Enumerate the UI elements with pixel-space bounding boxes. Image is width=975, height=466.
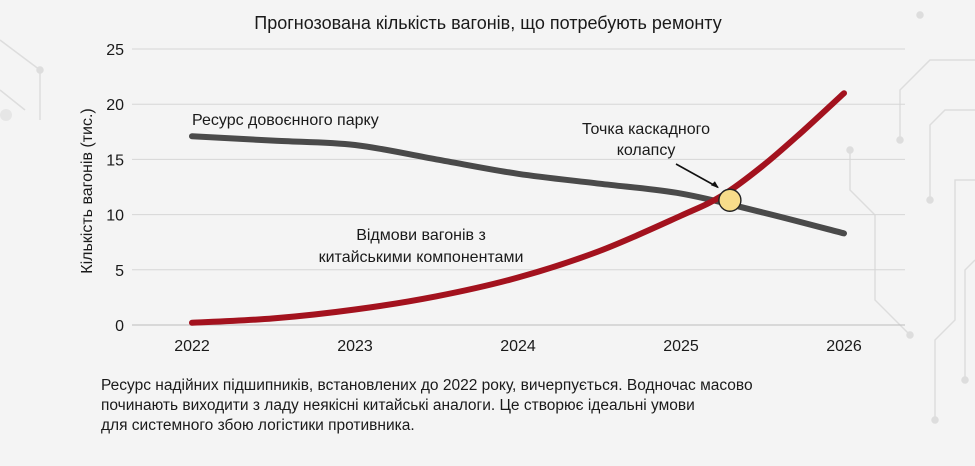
y-axis-ticks: 0 5 10 15 20 25	[106, 42, 124, 335]
annotation-group: Точка каскадного колапсу	[582, 121, 742, 212]
y-axis-label: Кількість вагонів (тис.)	[79, 108, 96, 274]
x-tick-label: 2023	[337, 338, 373, 355]
circuit-decoration	[0, 11, 975, 424]
chart-title: Прогнозована кількість вагонів, що потре…	[254, 13, 721, 33]
caption: Ресурс надійних підшипників, встановлени…	[101, 376, 901, 436]
y-tick-label: 25	[106, 42, 124, 59]
x-tick-label: 2022	[174, 338, 210, 355]
caption-line: Ресурс надійних підшипників, встановлени…	[101, 377, 753, 394]
x-axis-ticks: 2022 2023 2024 2025 2026	[174, 338, 862, 355]
caption-line: для системного збою логістики противника…	[101, 417, 415, 434]
x-tick-label: 2026	[826, 338, 862, 355]
collapse-point-marker	[718, 188, 742, 212]
annotation-text: колапсу	[617, 142, 676, 159]
series-label: Відмови вагонів з	[356, 227, 486, 244]
series-labels: Ресурс довоєнного парку Відмови вагонів з…	[192, 112, 523, 266]
gridlines	[132, 48, 905, 326]
x-tick-label: 2025	[663, 338, 699, 355]
y-tick-label: 5	[115, 263, 124, 280]
series-label: китайськими компонентами	[319, 249, 524, 266]
y-tick-label: 10	[106, 208, 124, 225]
y-tick-label: 0	[115, 318, 124, 335]
series-line-chinese-failures	[189, 90, 847, 326]
annotation-text: Точка каскадного	[582, 121, 710, 138]
annotation-arrow-head	[710, 181, 719, 189]
annotation-arrow-shaft	[675, 163, 719, 188]
caption-line: починають виходити з ладу неякісні китай…	[101, 397, 695, 414]
series-label: Ресурс довоєнного парку	[192, 112, 379, 129]
x-tick-label: 2024	[500, 338, 536, 355]
y-tick-label: 15	[106, 152, 124, 169]
series-line-prewar-resource	[189, 133, 847, 237]
y-tick-label: 20	[106, 97, 124, 114]
